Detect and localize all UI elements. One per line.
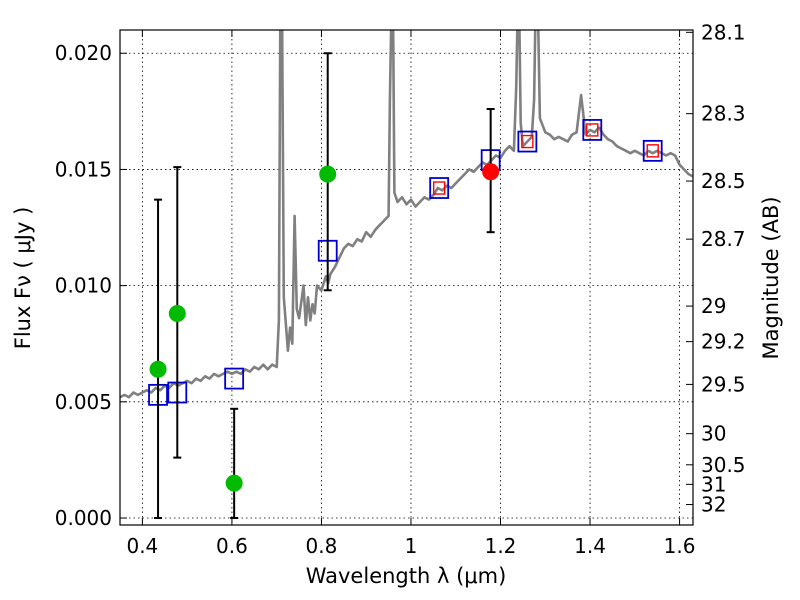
y-tick-label: 0.015 xyxy=(55,157,112,181)
irac-observed-square xyxy=(586,123,599,137)
observed-point xyxy=(168,305,186,323)
model-photometry-square xyxy=(582,119,603,141)
x-tick-label: 0.6 xyxy=(216,534,248,558)
plot-background xyxy=(120,30,693,525)
x-tick-label: 1 xyxy=(405,534,418,558)
mag-tick-label: 32 xyxy=(701,493,726,517)
observed-point xyxy=(225,474,243,492)
axis-tick-labels: 0.4 0.6 0.8 1 1.2 1.4 1.6 0.000 0.005 0.010 0.015 0… xyxy=(55,20,746,558)
grid-lines xyxy=(120,30,693,525)
y2-axis-label: Magnitude (AB) xyxy=(759,196,783,359)
model-photometry-square xyxy=(517,130,538,153)
irac-observed-square xyxy=(432,181,446,195)
axis-ticks xyxy=(120,30,693,525)
markers-layer xyxy=(148,52,663,520)
observed-point xyxy=(482,163,500,181)
irac-observed-square xyxy=(521,134,534,149)
mag-tick-label: 31 xyxy=(701,472,726,496)
mag-tick-label: 28.3 xyxy=(701,102,746,126)
y-tick-label: 0.000 xyxy=(55,506,112,530)
y-tick-label: 0.020 xyxy=(55,41,112,65)
mag-tick-label: 28.1 xyxy=(701,20,746,44)
x-tick-label: 1.2 xyxy=(485,534,517,558)
observed-point xyxy=(149,360,167,378)
mag-tick-label: 28.7 xyxy=(701,227,746,251)
model-photometry-square xyxy=(429,177,450,199)
x-tick-label: 0.8 xyxy=(306,534,338,558)
x-tick-label: 1.6 xyxy=(664,534,696,558)
mag-tick-label: 30.5 xyxy=(701,453,746,477)
x-axis-label: Wavelength λ (μm) xyxy=(306,564,507,588)
mag-tick-label: 30 xyxy=(701,422,726,446)
mag-tick-label: 29 xyxy=(701,294,726,318)
y-axis-label: Flux Fν ( μJy ) xyxy=(11,207,35,350)
observed-point xyxy=(319,165,337,183)
plot-frame xyxy=(119,29,694,526)
mag-tick-label: 29.5 xyxy=(701,372,746,396)
y-tick-label: 0.005 xyxy=(55,390,112,414)
x-tick-label: 1.4 xyxy=(574,534,606,558)
model-photometry-square xyxy=(224,367,245,390)
mag-tick-label: 28.5 xyxy=(701,169,746,193)
irac-observed-square xyxy=(646,144,659,158)
x-tick-label: 0.4 xyxy=(126,534,158,558)
mag-tick-label: 29.2 xyxy=(701,330,746,354)
model-photometry-square xyxy=(642,139,663,162)
y-tick-label: 0.010 xyxy=(55,274,112,298)
